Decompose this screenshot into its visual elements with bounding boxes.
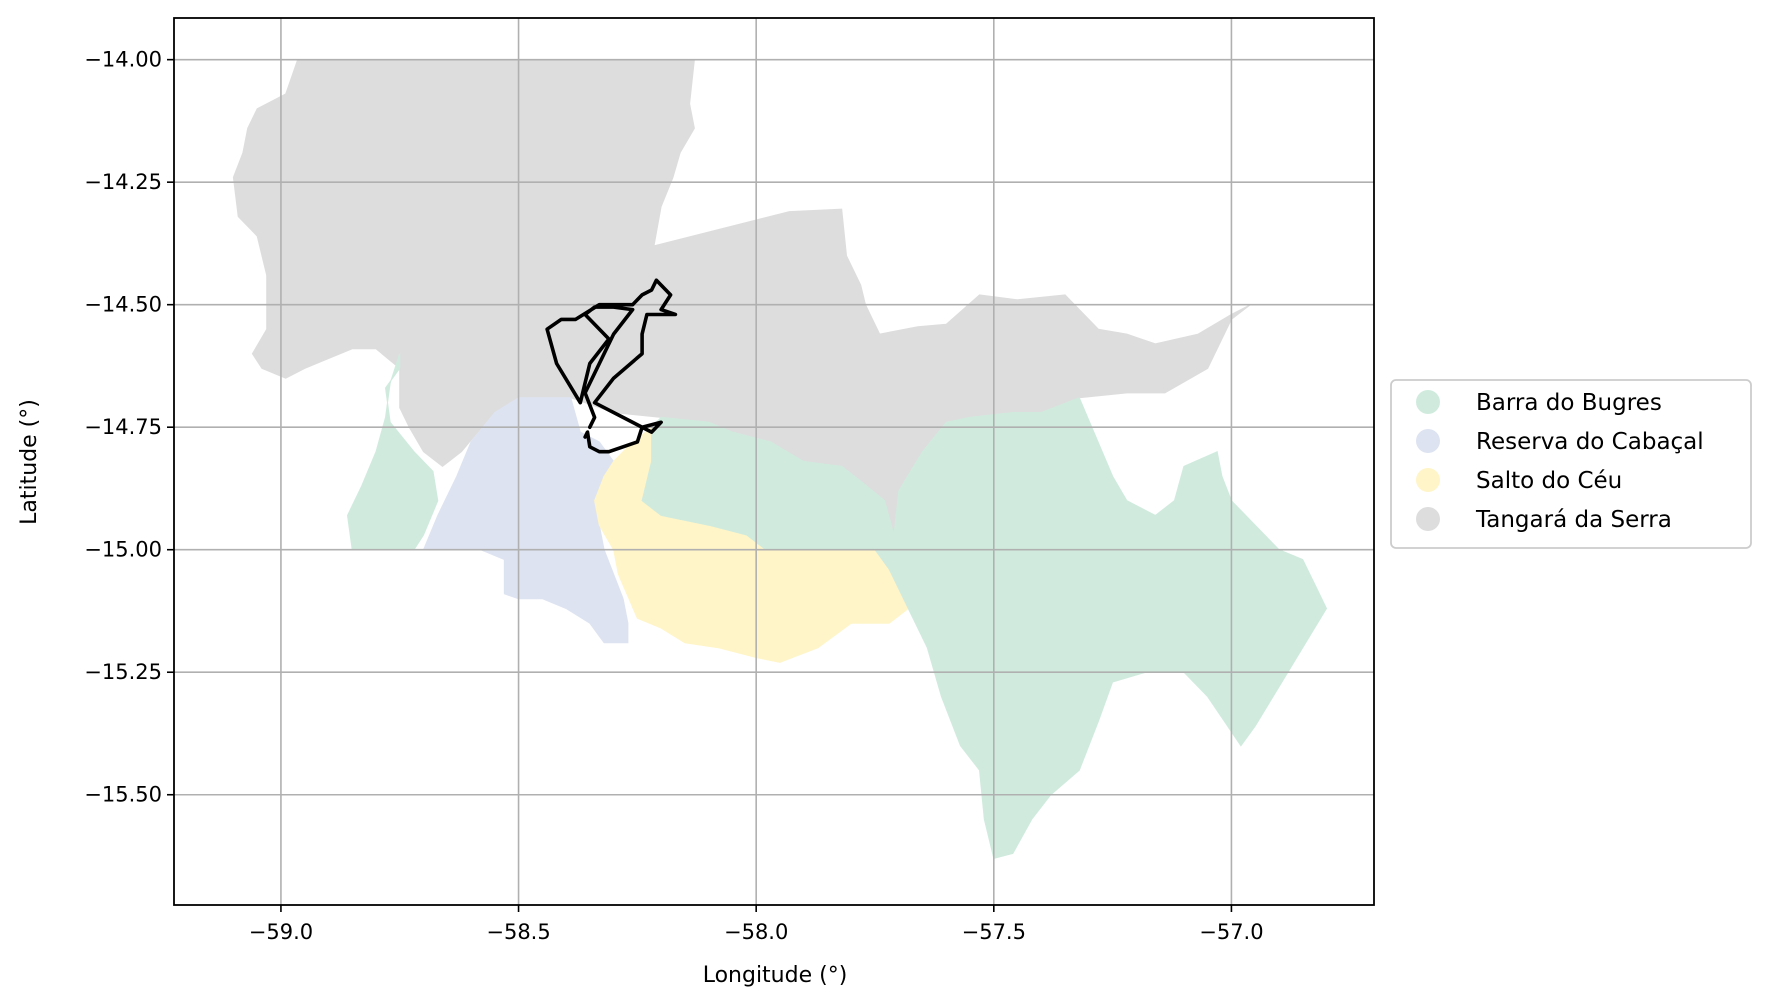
legend-label: Barra do Bugres — [1476, 390, 1662, 416]
y-axis-ticks: −14.00 −14.25 −14.50 −14.75 −15.00 −15.25 −15.… — [84, 48, 174, 807]
y-tick-label: −15.50 — [84, 783, 162, 807]
legend-label: Salto do Céu — [1476, 468, 1622, 494]
legend-item-salto-do-ceu: Salto do Céu — [1416, 468, 1622, 494]
route-layer — [545, 278, 678, 454]
legend-marker — [1416, 390, 1440, 414]
x-axis-ticks: −59.0 −58.5 −58.0 −57.5 −57.0 — [249, 905, 1264, 944]
x-tick-label: −58.0 — [724, 920, 788, 944]
y-tick-label: −14.75 — [84, 415, 162, 439]
plot-area — [173, 17, 1375, 906]
legend-marker — [1416, 468, 1440, 492]
legend-marker — [1416, 429, 1440, 453]
route-line — [545, 278, 678, 454]
x-tick-label: −57.0 — [1199, 920, 1263, 944]
legend-item-barra-do-bugres: Barra do Bugres — [1416, 390, 1662, 416]
x-tick-label: −59.0 — [249, 920, 313, 944]
y-tick-label: −14.50 — [84, 293, 162, 317]
x-tick-label: −57.5 — [962, 920, 1026, 944]
grid-lines — [174, 18, 1374, 905]
axes-frame — [173, 17, 1375, 906]
legend-frame — [1390, 379, 1752, 549]
legend-marker — [1416, 507, 1440, 531]
x-axis-label: Longitude (°) — [703, 963, 848, 988]
y-tick-label: −14.00 — [84, 48, 162, 72]
y-tick-label: −15.25 — [84, 660, 162, 684]
y-axis-label: Latitude (°) — [17, 399, 42, 525]
x-tick-label: −58.5 — [486, 920, 550, 944]
legend-item-reserva-do-cabacal: Reserva do Cabaçal — [1416, 429, 1704, 455]
legend-label: Tangará da Serra — [1475, 507, 1672, 533]
legend-item-tangara-da-serra: Tangará da Serra — [1416, 507, 1672, 533]
legend: Barra do Bugres Reserva do Cabaçal Salto d… — [1390, 379, 1752, 549]
region-barra-do-bugres-part-1 — [346, 353, 439, 551]
y-tick-label: −15.00 — [84, 538, 162, 562]
y-tick-label: −14.25 — [84, 170, 162, 194]
legend-items: Barra do Bugres Reserva do Cabaçal Salto d… — [1416, 390, 1704, 533]
legend-label: Reserva do Cabaçal — [1476, 429, 1704, 455]
regions-layer — [232, 59, 1328, 860]
